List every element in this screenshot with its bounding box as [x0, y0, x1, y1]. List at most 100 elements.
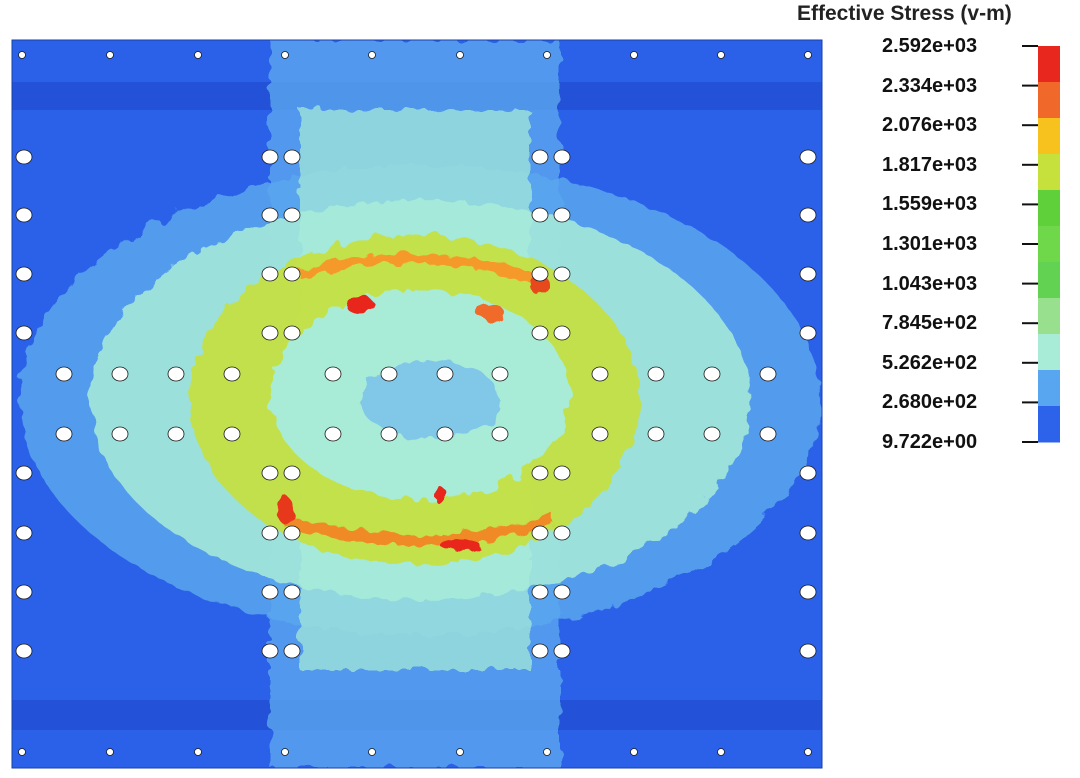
bolt-hole — [223, 366, 241, 382]
bolt-hole — [553, 465, 571, 481]
bolt-hole — [55, 426, 73, 442]
bolt-hole — [261, 525, 279, 541]
bolt-hole — [283, 643, 301, 659]
red-spot-5 — [277, 496, 293, 524]
bolt-hole — [261, 149, 279, 165]
bolt-hole — [261, 465, 279, 481]
legend-tick-label: 1.817e+03 — [882, 153, 978, 176]
stress-regions — [20, 40, 820, 768]
bolt-hole — [799, 643, 817, 659]
bolt-hole — [281, 748, 289, 756]
red-spot-1 — [346, 296, 374, 314]
bolt-hole — [553, 643, 571, 659]
bolt-hole — [167, 426, 185, 442]
bolt-hole — [15, 149, 33, 165]
legend-tick-label: 7.845e+02 — [882, 312, 978, 335]
bolt-hole — [717, 748, 725, 756]
bolt-hole — [553, 207, 571, 223]
legend-tick-label: 1.043e+03 — [882, 272, 978, 295]
bolt-hole — [799, 584, 817, 600]
bolt-hole — [368, 748, 376, 756]
bolt-hole — [15, 266, 33, 282]
legend-tick-label: 9.722e+00 — [882, 431, 978, 453]
bolt-hole — [531, 525, 549, 541]
bolt-hole — [799, 149, 817, 165]
bolt-hole — [531, 325, 549, 341]
top-orange-arc — [298, 253, 542, 285]
bolt-hole — [553, 149, 571, 165]
bolt-hole — [283, 525, 301, 541]
legend-color-segment — [1038, 262, 1060, 299]
bolt-hole — [167, 366, 185, 382]
bolt-hole — [531, 207, 549, 223]
legend-color-segment — [1038, 226, 1060, 263]
bolt-hole — [106, 51, 114, 59]
bolt-hole — [647, 426, 665, 442]
legend-tick-label: 2.592e+03 — [882, 35, 978, 57]
plot-border — [11, 39, 823, 769]
bolt-hole — [111, 366, 129, 382]
legend-tick-label: 1.559e+03 — [882, 193, 978, 216]
bolt-hole — [106, 748, 114, 756]
bolt-hole — [553, 266, 571, 282]
bolt-hole — [380, 366, 398, 382]
legend-color-segment — [1038, 370, 1060, 407]
legend-color-segment — [1038, 154, 1060, 191]
legend-color-segment — [1038, 118, 1060, 155]
bolt-hole — [804, 748, 812, 756]
bolt-hole — [283, 325, 301, 341]
bolt-hole — [324, 426, 342, 442]
bolt-hole — [283, 584, 301, 600]
red-spot-6 — [530, 275, 550, 295]
bolt-hole — [456, 748, 464, 756]
color-legend-bar — [1022, 45, 1060, 443]
legend-tick-label: 2.334e+03 — [882, 74, 978, 97]
legend-tick-label: 1.301e+03 — [882, 233, 978, 255]
legend-title: Effective Stress (v-m) — [797, 2, 1012, 25]
bolt-hole — [15, 325, 33, 341]
bolt-hole — [261, 643, 279, 659]
bolt-hole — [804, 51, 812, 59]
bolt-hole — [591, 426, 609, 442]
legend-color-segment — [1038, 82, 1060, 119]
bolt-hole — [281, 51, 289, 59]
red-spot-3 — [440, 539, 480, 551]
bolt-hole — [436, 366, 454, 382]
bolt-hole — [543, 748, 551, 756]
bolt-hole — [380, 426, 398, 442]
bottom-orange-arc — [283, 514, 557, 546]
legend-tick-label: 2.076e+03 — [882, 114, 978, 137]
bolt-hole — [553, 325, 571, 341]
legend-color-segment — [1038, 406, 1060, 443]
bolt-hole — [799, 325, 817, 341]
bolt-hole — [553, 584, 571, 600]
bolt-hole — [717, 51, 725, 59]
bolt-hole — [111, 426, 129, 442]
bolt-hole — [15, 643, 33, 659]
bolt-hole — [759, 366, 777, 382]
bolt-hole — [283, 149, 301, 165]
legend-tick-label: 5.262e+02 — [882, 351, 978, 374]
bolt-hole — [194, 748, 202, 756]
bolt-hole — [531, 266, 549, 282]
bolt-hole — [436, 426, 454, 442]
bolt-hole — [759, 426, 777, 442]
legend-color-segment — [1038, 46, 1060, 83]
red-spot-2 — [476, 304, 504, 320]
bolt-hole — [324, 366, 342, 382]
bolt-hole — [194, 51, 202, 59]
bolt-hole — [491, 366, 509, 382]
bolt-hole — [799, 465, 817, 481]
bolt-hole — [261, 207, 279, 223]
legend-color-segment — [1038, 334, 1060, 371]
legend-color-segment — [1038, 298, 1060, 335]
bolt-hole — [491, 426, 509, 442]
bolt-holes — [15, 51, 817, 756]
bolt-hole — [261, 266, 279, 282]
bolt-hole — [703, 426, 721, 442]
bolt-hole — [799, 525, 817, 541]
bolt-hole — [630, 748, 638, 756]
bolt-hole — [531, 643, 549, 659]
bolt-hole — [531, 149, 549, 165]
bolt-hole — [630, 51, 638, 59]
